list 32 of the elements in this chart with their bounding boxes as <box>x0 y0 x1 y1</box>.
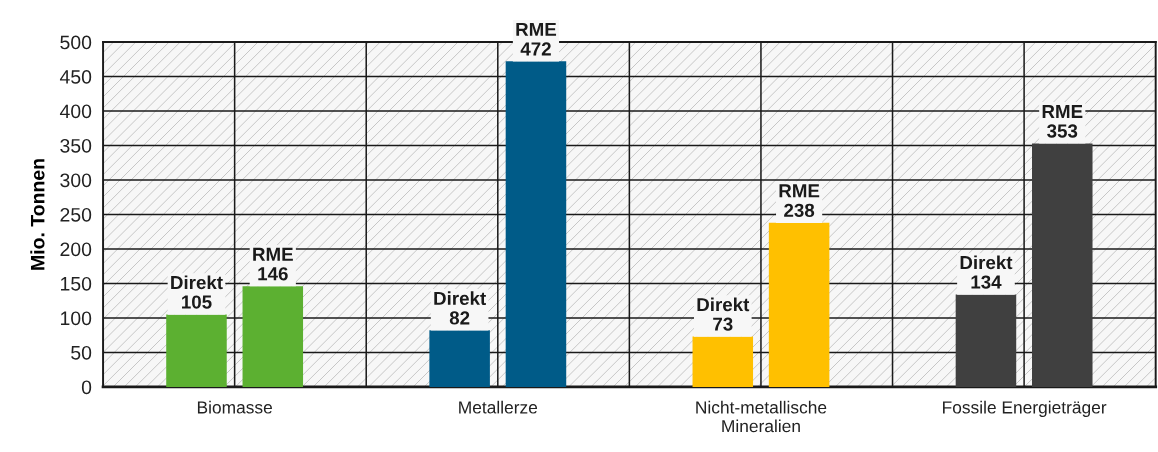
y-tick-label: 300 <box>60 173 92 188</box>
y-axis-title: Mio. Tonnen <box>30 159 45 270</box>
data-label: 146 <box>258 267 288 281</box>
y-tick-label: 500 <box>60 35 92 50</box>
y-tick-label: 100 <box>60 311 92 326</box>
x-tick-label: Metallerze <box>459 400 538 414</box>
y-tick-label: 450 <box>59 69 92 84</box>
series-label: Direkt <box>434 291 486 306</box>
data-label: 353 <box>1047 124 1078 138</box>
y-tick-label: 50 <box>71 345 92 360</box>
x-tick-label: Biomasse <box>197 400 272 414</box>
text: Direkt <box>960 255 1013 270</box>
y-tick-label: 150 <box>60 276 92 291</box>
text: Direkt <box>697 297 750 312</box>
text: Direkt <box>171 275 223 290</box>
y-tick-label: 250 <box>60 207 92 222</box>
x-tick-label: Nicht-metallische Mineralien <box>696 400 827 433</box>
data-label: 105 <box>182 295 212 309</box>
y-tick-label: 0 <box>81 380 92 395</box>
y-tick-label: 350 <box>60 138 92 153</box>
text: RME <box>1042 105 1083 118</box>
data-label: 134 <box>971 275 1002 289</box>
data-label: 472 <box>520 42 551 56</box>
text: RME <box>779 184 820 198</box>
y-tick-label: 200 <box>60 242 92 257</box>
data-label: 82 <box>449 311 470 325</box>
text: RME <box>516 22 557 36</box>
data-label: 238 <box>784 203 815 217</box>
y-tick-label: 400 <box>59 104 92 119</box>
series-label: RME <box>253 247 293 261</box>
x-tick-label: Fossile Energieträger <box>943 400 1107 417</box>
data-label: 73 <box>713 317 733 331</box>
